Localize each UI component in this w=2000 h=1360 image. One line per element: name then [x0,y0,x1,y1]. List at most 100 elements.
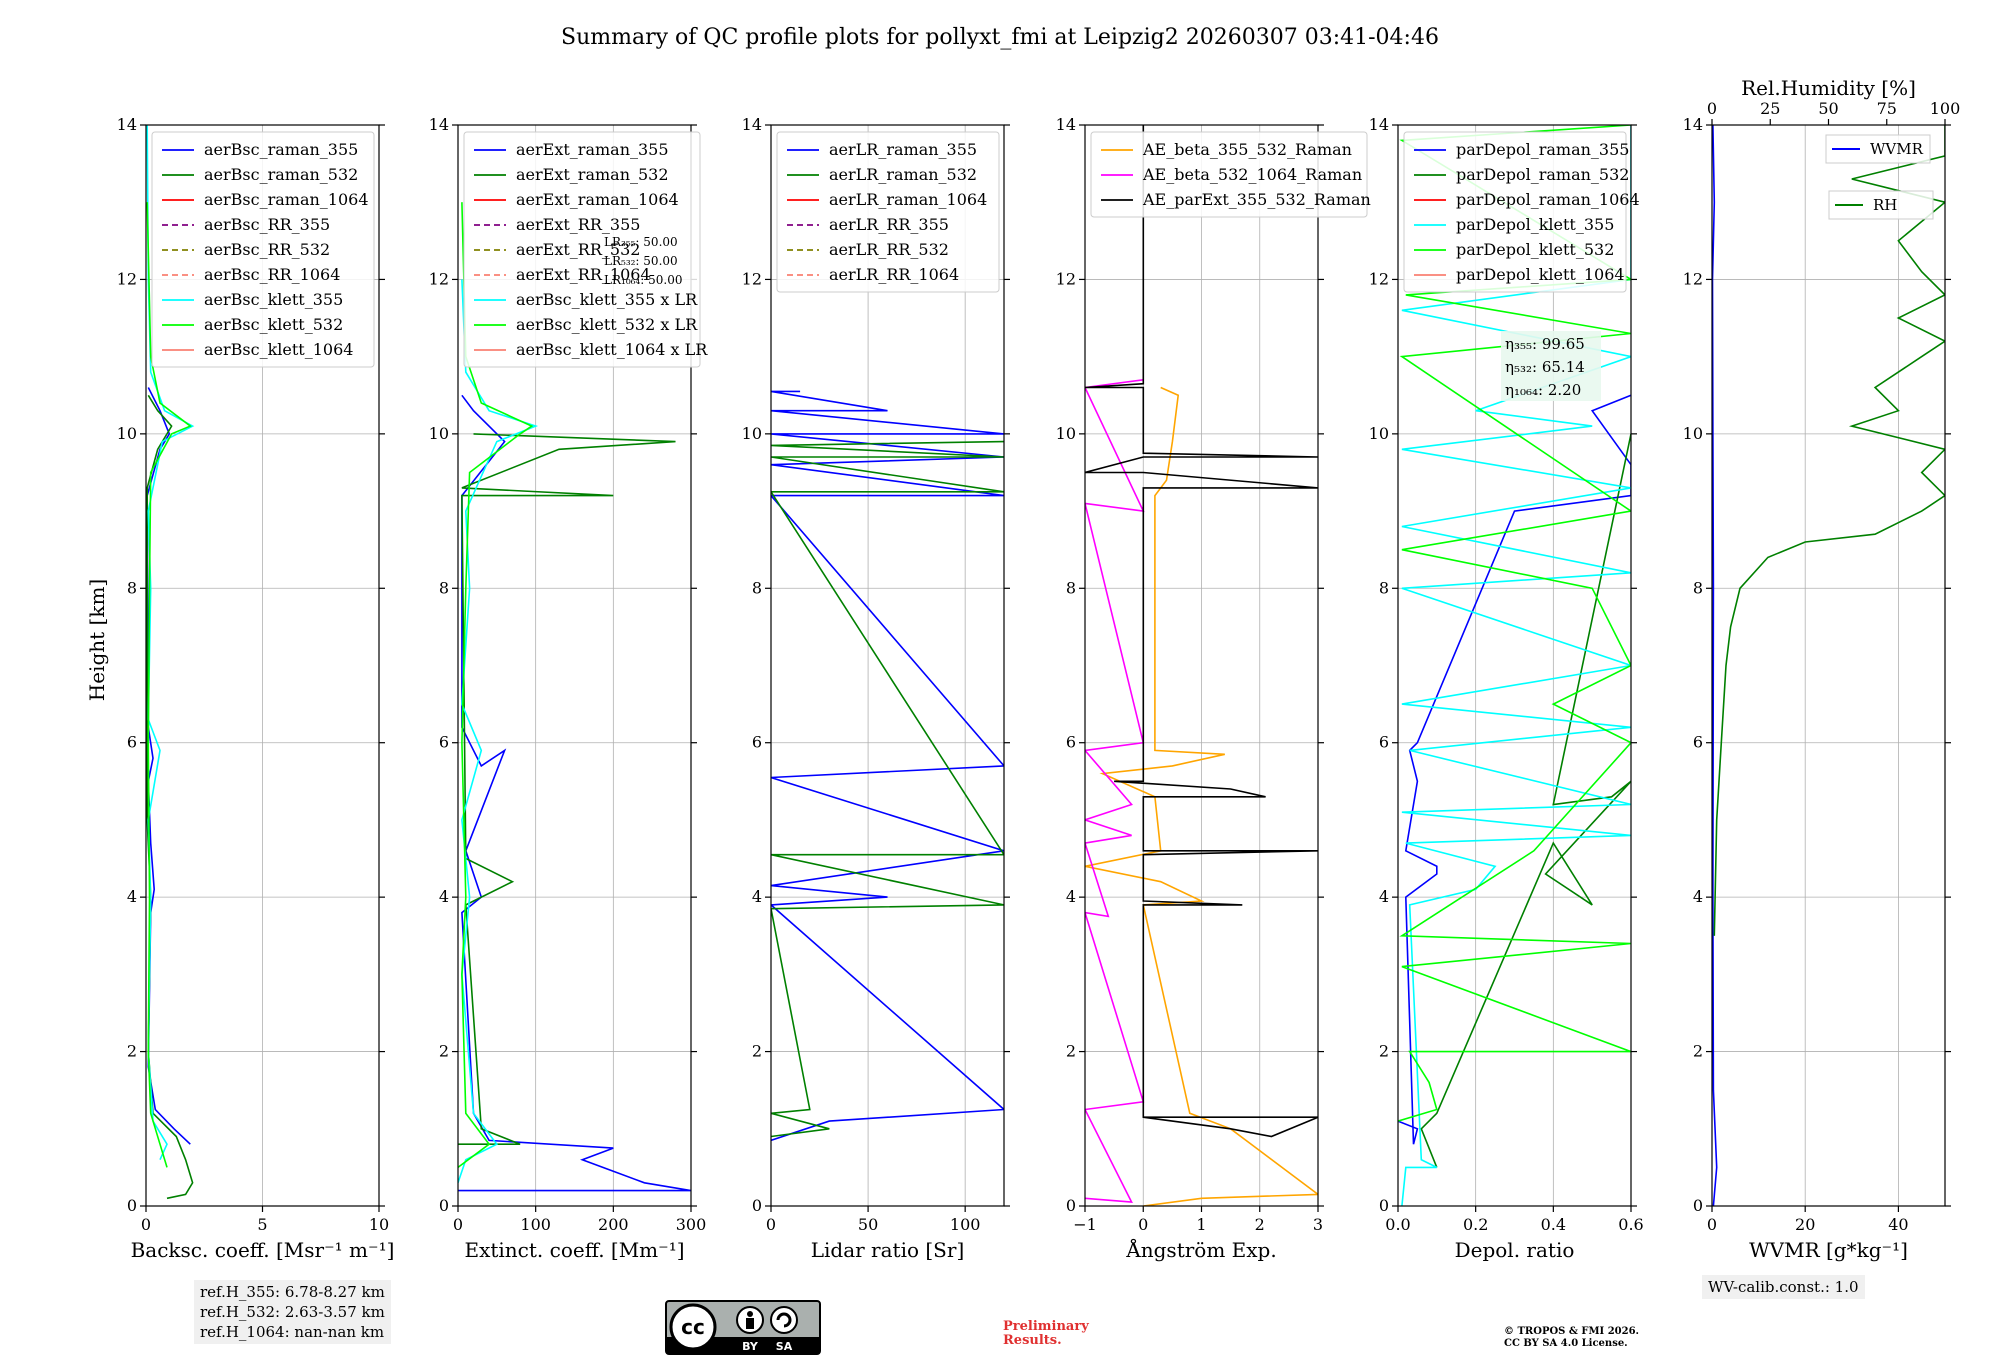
y-tick-label: 4 [1066,887,1076,906]
y-tick-label: 6 [1379,733,1389,752]
y-tick-label: 0 [1693,1196,1703,1215]
y-tick-label: 4 [1379,887,1389,906]
series-line-parDepol_klett_355 [1401,125,1631,1206]
legend-label: aerBsc_raman_355 [204,140,358,159]
x-axis-label: Backsc. coeff. [Msr⁻¹ m⁻¹] [131,1238,395,1262]
copyright-note: © TROPOS & FMI 2026. CC BY SA 4.0 Licens… [1504,1326,1639,1350]
x-tick-label: 100 [950,1215,981,1234]
legend-label: AE_beta_355_532_Raman [1142,140,1352,159]
y-tick-label: 14 [429,115,449,134]
y-tick-label: 2 [1379,1042,1389,1061]
legend-label: aerExt_raman_532 [516,165,669,184]
series-line-aerExt_klett_532 [458,202,534,1169]
y-tick-label: 8 [1693,578,1703,597]
y-tick-label: 0 [1066,1196,1076,1215]
panel-frame [1397,124,1632,1207]
series-line-aerBsc_klett_532 [146,202,192,1168]
y-tick-label: 0 [1379,1196,1389,1215]
y-tick-label: 6 [1066,733,1076,752]
series-line-parDepol_raman_355 [1398,394,1631,1145]
x-tick-label: 5 [257,1215,267,1234]
legend-label: aerLR_raman_1064 [829,190,987,209]
legend-label: RH [1873,196,1897,214]
x-axis-label: Depol. ratio [1455,1238,1575,1262]
x-tick-label: 300 [676,1215,707,1234]
y-tick-label: 6 [752,733,762,752]
legend-label: aerBsc_klett_532 [204,315,343,334]
x-tick-label: −1 [1073,1215,1097,1234]
legend-label: aerExt_raman_1064 [516,190,679,209]
series-line-AE_beta_355_532_Raman [1085,386,1318,1206]
legend-label: aerLR_RR_355 [829,215,949,234]
ref-h-355: ref.H_355: 6.78-8.27 km [200,1283,385,1301]
x-tick-label: 3 [1313,1215,1323,1234]
copyright-line-1: © TROPOS & FMI 2026. [1504,1326,1640,1337]
wv-calib-box: WV-calib.const.: 1.0 [1702,1275,1865,1299]
top-x-tick-label: 0 [1707,99,1717,118]
x-tick-label: 0 [1707,1215,1717,1234]
y-tick-label: 8 [1066,578,1076,597]
legend-box [463,131,701,368]
legend-label: aerLR_RR_532 [829,240,949,259]
panel-frame [1711,124,1946,1207]
y-tick-label: 14 [1683,115,1703,134]
x-tick-label: 0.0 [1385,1215,1410,1234]
y-tick-label: 12 [1056,269,1076,288]
x-tick-label: 0 [453,1215,463,1234]
legend-label: parDepol_raman_1064 [1456,190,1640,209]
legend-label: aerLR_RR_1064 [829,265,959,284]
eta-label: η₅₃₂: 65.14 [1505,358,1585,376]
y-tick-label: 2 [127,1042,137,1061]
cc-logo-icon: cc BY SA [667,1303,819,1353]
preliminary-results-note: Preliminary Results. [1003,1319,1089,1348]
legend-label: aerBsc_RR_532 [204,240,330,259]
x-axis-label: WVMR [g*kg⁻¹] [1749,1238,1908,1262]
legend-label: aerBsc_RR_1064 [204,265,340,284]
x-tick-label: 0.6 [1618,1215,1643,1234]
x-tick-label: 200 [598,1215,629,1234]
cc-by-text: BY [742,1340,759,1353]
y-tick-label: 10 [117,424,137,443]
legend-label: WVMR [1870,140,1924,158]
y-tick-label: 2 [1693,1042,1703,1061]
series-group [1398,125,1631,1206]
x-tick-label: 10 [369,1215,389,1234]
panel-2: 0 2 4 6 8 10 12 14 0 100 200 300 Extinct. coeff. [Mm… [429,115,709,1262]
cc-sa-text: SA [776,1340,793,1353]
x-tick-label: 0.4 [1541,1215,1566,1234]
x-axis-label: Lidar ratio [Sr] [811,1238,965,1262]
legend-label: parDepol_klett_1064 [1456,265,1625,284]
legend-label: AE_beta_532_1064_Raman [1142,165,1362,184]
legend-label: aerBsc_raman_1064 [204,190,369,209]
y-tick-label: 2 [752,1042,762,1061]
series-group [1712,125,1945,1206]
top-x-tick-label: 100 [1930,99,1961,118]
series-line-aerExt_raman_355 [458,394,691,1192]
y-tick-label: 10 [1369,424,1389,443]
legend-label: aerLR_raman_532 [829,165,977,184]
legend-label: aerLR_raman_355 [829,140,977,159]
y-tick-label: 14 [117,115,137,134]
legend-label: aerExt_raman_355 [516,140,669,159]
y-tick-label: 6 [1693,733,1703,752]
ref-height-box: ref.H_355: 6.78-8.27 km ref.H_532: 2.63-… [194,1280,391,1344]
series-group [771,390,1004,1142]
series-line-aerExt_klett_355 [458,279,539,1184]
y-axis-label: Height [km] [85,579,109,701]
ref-h-532: ref.H_532: 2.63-3.57 km [200,1303,385,1321]
y-tick-label: 4 [752,887,762,906]
legend-box [151,131,375,368]
y-tick-label: 10 [429,424,449,443]
top-x-tick-label: 25 [1760,99,1780,118]
series-group [458,202,691,1192]
series-line-parDepol_raman_532 [1420,433,1631,1168]
lr-label: LR₁₀₆₄: 50.00 [604,273,682,287]
x-tick-label: 0 [141,1215,151,1234]
legend-label: aerExt_RR_1064 [516,265,651,284]
series-group [146,125,195,1200]
x-tick-label: 1 [1196,1215,1206,1234]
x-tick-label: 0.2 [1463,1215,1488,1234]
chart-title: Summary of QC profile plots for pollyxt_… [561,25,1439,50]
